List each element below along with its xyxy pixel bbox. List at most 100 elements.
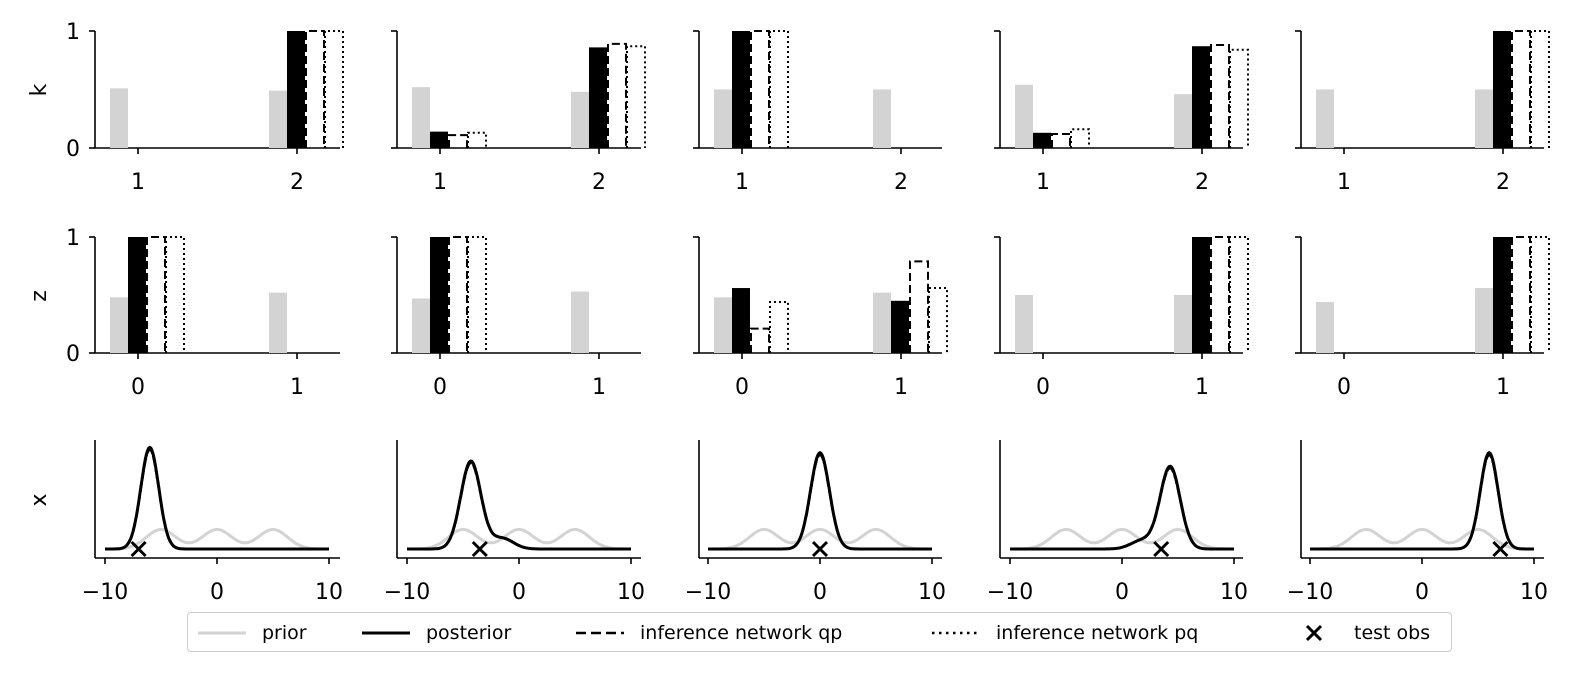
k-row-qp-bar-1-0 bbox=[448, 134, 468, 148]
k-row-pq-bar-1-1 bbox=[626, 45, 646, 148]
k-row-posterior-bar-1-1 bbox=[589, 47, 607, 148]
row-label-k: k bbox=[27, 83, 52, 96]
z-row-pq-bar-2-0 bbox=[769, 300, 789, 353]
k-row-prior-bar-1-1 bbox=[571, 91, 589, 148]
k-row-prior-bar-4-0 bbox=[1316, 89, 1334, 148]
z-row-pq-bar-4-1 bbox=[1530, 236, 1550, 353]
x-row-x-tick-label-3-1: 0 bbox=[1115, 580, 1129, 605]
z-row-y-tick-label-1: 1 bbox=[66, 226, 80, 251]
z-row-pq-bar-2-1 bbox=[928, 287, 948, 353]
test-obs-marker-0 bbox=[130, 540, 147, 558]
k-row-prior-bar-4-1 bbox=[1475, 89, 1493, 148]
k-row-prior-bar-0-0 bbox=[110, 88, 128, 148]
z-row-pq-bar-0-0 bbox=[165, 236, 185, 353]
k-row-prior-bar-1-0 bbox=[412, 87, 430, 148]
k-row-x-tick-label-3-1: 2 bbox=[1195, 170, 1209, 195]
prior-curve-4 bbox=[1310, 527, 1534, 551]
k-row-qp-bar-3-1 bbox=[1210, 44, 1230, 148]
legend-item-prior: prior bbox=[196, 613, 307, 653]
k-row-pq-bar-1-0 bbox=[467, 131, 487, 148]
legend-label-pq: inference network pq bbox=[996, 622, 1199, 644]
k-row-posterior-bar-3-1 bbox=[1192, 46, 1210, 148]
z-row-qp-bar-3-1 bbox=[1210, 236, 1230, 353]
k-row-posterior-bar-3-0 bbox=[1033, 132, 1051, 148]
qp-curve-1 bbox=[407, 461, 631, 551]
posterior-curve-2 bbox=[708, 450, 932, 551]
prior-curve-2 bbox=[708, 527, 932, 551]
pq-curve-1 bbox=[407, 461, 631, 551]
legend-label-posterior: posterior bbox=[426, 622, 512, 644]
legend-item-test-obs: test obs bbox=[1288, 613, 1430, 653]
k-row-pq-bar-0-1 bbox=[324, 30, 344, 148]
z-row-pq-bar-3-1 bbox=[1229, 236, 1249, 353]
pq-curve-2 bbox=[708, 453, 932, 551]
k-row-pq-bar-3-0 bbox=[1070, 128, 1090, 148]
row-label-z: z bbox=[27, 290, 52, 302]
x-row-x-tick-label-2-2: 10 bbox=[918, 580, 946, 605]
x-row-x-tick-label-1-0: −10 bbox=[384, 580, 430, 605]
legend-label-test-obs: test obs bbox=[1354, 622, 1431, 644]
k-row-qp-bar-2-0 bbox=[750, 30, 770, 148]
x-row-x-tick-label-0-1: 0 bbox=[210, 580, 224, 605]
x-row-x-tick-label-4-2: 10 bbox=[1520, 580, 1548, 605]
test-obs-marker-1 bbox=[471, 540, 488, 558]
z-row-qp-bar-4-1 bbox=[1511, 236, 1531, 353]
z-row-posterior-bar-4-1 bbox=[1493, 237, 1511, 353]
posterior-curve-3 bbox=[1010, 464, 1234, 551]
z-row-prior-bar-1-1 bbox=[571, 291, 589, 353]
row-label-x: x bbox=[27, 493, 52, 506]
x-row-x-tick-label-4-1: 0 bbox=[1415, 580, 1429, 605]
x-row-x-tick-label-4-0: −10 bbox=[1287, 580, 1333, 605]
pq-curve-3 bbox=[1010, 466, 1234, 551]
z-row-y-tick-label-0: 0 bbox=[66, 342, 80, 367]
legend-item-pq: inference network pq bbox=[930, 613, 1198, 653]
posterior-curve-0 bbox=[105, 445, 329, 551]
z-row-posterior-bar-2-0 bbox=[732, 288, 750, 353]
legend-item-qp: inference network qp bbox=[574, 613, 842, 653]
k-row-x-tick-label-0-1: 2 bbox=[290, 170, 304, 195]
x-row-x-tick-label-2-0: −10 bbox=[685, 580, 731, 605]
z-row-prior-bar-0-0 bbox=[110, 297, 128, 353]
z-row-qp-bar-1-0 bbox=[448, 236, 468, 353]
z-row-posterior-bar-3-1 bbox=[1192, 237, 1210, 353]
z-row-posterior-bar-1-0 bbox=[430, 237, 448, 353]
k-row-x-tick-label-2-1: 2 bbox=[894, 170, 908, 195]
z-row-prior-bar-0-1 bbox=[269, 292, 287, 353]
k-row-prior-bar-0-1 bbox=[269, 90, 287, 148]
z-row-qp-bar-0-0 bbox=[146, 236, 166, 353]
k-row-pq-bar-4-1 bbox=[1530, 30, 1550, 148]
qp-curve-3 bbox=[1010, 466, 1234, 551]
k-row-x-tick-label-4-0: 1 bbox=[1337, 170, 1351, 195]
x-row-x-tick-label-3-2: 10 bbox=[1220, 580, 1248, 605]
k-row-prior-bar-3-0 bbox=[1015, 84, 1033, 148]
z-row-x-tick-label-2-0: 0 bbox=[735, 375, 749, 400]
x-row-x-tick-label-0-0: −10 bbox=[82, 580, 128, 605]
prior-curve-3 bbox=[1010, 527, 1234, 551]
test-obs-marker-4 bbox=[1492, 540, 1509, 558]
k-row-prior-bar-3-1 bbox=[1174, 94, 1192, 148]
k-row-posterior-bar-0-1 bbox=[287, 31, 305, 148]
x-row-x-tick-label-1-2: 10 bbox=[617, 580, 645, 605]
z-row-qp-bar-2-0 bbox=[750, 327, 770, 353]
z-row-pq-bar-1-0 bbox=[467, 236, 487, 353]
k-row-x-tick-label-0-0: 1 bbox=[131, 170, 145, 195]
z-row-prior-bar-3-1 bbox=[1174, 295, 1192, 353]
k-row-prior-bar-2-1 bbox=[873, 89, 891, 148]
z-row-prior-bar-4-0 bbox=[1316, 301, 1334, 353]
x-row-x-tick-label-0-2: 10 bbox=[315, 580, 343, 605]
k-row-posterior-bar-4-1 bbox=[1493, 31, 1511, 148]
test-obs-marker-3 bbox=[1153, 540, 1170, 558]
z-row-x-tick-label-0-0: 0 bbox=[131, 375, 145, 400]
z-row-x-tick-label-2-1: 1 bbox=[894, 375, 908, 400]
k-row-y-tick-label-0: 0 bbox=[66, 137, 80, 162]
k-row-qp-bar-3-0 bbox=[1051, 132, 1071, 148]
z-row-x-tick-label-4-0: 0 bbox=[1337, 375, 1351, 400]
posterior-curve-1 bbox=[407, 459, 631, 551]
legend-label-qp: inference network qp bbox=[640, 622, 843, 644]
k-row-x-tick-label-1-1: 2 bbox=[592, 170, 606, 195]
z-row-x-tick-label-3-1: 1 bbox=[1195, 375, 1209, 400]
z-row-prior-bar-3-0 bbox=[1015, 295, 1033, 353]
z-row-x-tick-label-1-0: 0 bbox=[433, 375, 447, 400]
posterior-curve-4 bbox=[1310, 450, 1534, 551]
